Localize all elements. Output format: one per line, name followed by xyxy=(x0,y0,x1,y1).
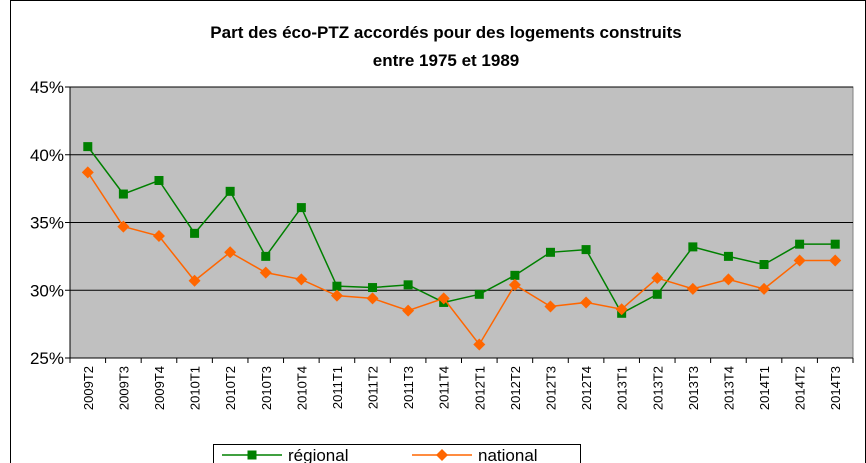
legend xyxy=(213,444,581,463)
x-tick-label: 2011T4 xyxy=(437,366,452,409)
x-tick-label: 2013T1 xyxy=(615,366,630,410)
y-tick-label: 35% xyxy=(30,214,64,233)
data-point xyxy=(154,175,164,185)
x-tick-label: 2009T2 xyxy=(81,366,96,410)
x-tick-label: 2013T2 xyxy=(650,366,665,410)
x-tick-label: 2014T3 xyxy=(828,366,843,410)
series-line xyxy=(87,171,836,346)
data-point xyxy=(296,203,306,213)
data-point xyxy=(474,289,484,299)
x-tick-label: 2009T3 xyxy=(116,366,131,410)
chart-title: entre 1975 et 1989 xyxy=(373,51,520,70)
y-tick-label: 25% xyxy=(30,349,64,368)
x-tick-label: 2009T4 xyxy=(152,366,167,410)
data-point xyxy=(190,228,200,238)
y-tick-label: 40% xyxy=(30,146,64,165)
data-point xyxy=(473,338,486,351)
data-point xyxy=(829,254,842,267)
data-point xyxy=(152,230,165,243)
legend-marker xyxy=(247,450,257,460)
data-point xyxy=(688,242,698,252)
data-point xyxy=(508,278,521,291)
data-point xyxy=(830,239,840,249)
x-tick-label: 2014T2 xyxy=(793,366,808,410)
data-point xyxy=(580,296,593,309)
data-point xyxy=(545,247,555,257)
data-point xyxy=(117,220,130,233)
data-point xyxy=(615,303,628,316)
data-point xyxy=(403,280,413,290)
data-point xyxy=(510,270,520,280)
x-tick-label: 2014T1 xyxy=(757,366,772,410)
y-tick-label: 45% xyxy=(30,78,64,97)
data-point xyxy=(795,239,805,249)
series-line xyxy=(87,146,836,315)
x-tick-label: 2012T2 xyxy=(508,366,523,410)
data-point xyxy=(368,283,378,293)
y-tick-label: 30% xyxy=(30,281,64,300)
data-point xyxy=(259,266,272,279)
x-tick-label: 2010T4 xyxy=(294,366,309,410)
x-tick-label: 2012T3 xyxy=(543,366,558,410)
data-point xyxy=(81,166,94,179)
x-tick-label: 2012T1 xyxy=(472,366,487,410)
data-point xyxy=(758,282,771,295)
data-point xyxy=(793,254,806,267)
legend-marker xyxy=(436,449,448,461)
x-tick-label: 2011T3 xyxy=(401,366,416,409)
data-point xyxy=(722,273,735,286)
data-point xyxy=(723,251,733,261)
data-point xyxy=(544,300,557,313)
x-tick-label: 2011T2 xyxy=(366,366,381,409)
data-point xyxy=(686,282,699,295)
x-tick-label: 2010T1 xyxy=(188,366,203,410)
data-point xyxy=(261,251,271,261)
data-point xyxy=(225,186,235,196)
data-point xyxy=(402,304,415,317)
x-tick-label: 2013T3 xyxy=(686,366,701,410)
data-point xyxy=(651,272,664,285)
data-point xyxy=(295,273,308,286)
x-tick-label: 2010T2 xyxy=(223,366,238,410)
data-point xyxy=(581,245,591,255)
x-tick-label: 2010T3 xyxy=(259,366,274,410)
data-point xyxy=(652,289,662,299)
data-point xyxy=(83,142,93,152)
data-point xyxy=(366,292,379,305)
legend-label: national xyxy=(478,446,538,463)
legend-label: régional xyxy=(288,446,349,463)
data-point xyxy=(332,281,342,291)
chart-title: Part des éco-PTZ accordés pour des logem… xyxy=(210,23,681,42)
data-point xyxy=(330,289,343,302)
data-point xyxy=(188,274,201,287)
data-point xyxy=(224,246,237,259)
x-tick-label: 2011T1 xyxy=(330,366,345,409)
data-point xyxy=(118,189,128,199)
data-point xyxy=(437,292,450,305)
data-point xyxy=(759,260,769,270)
x-tick-label: 2013T4 xyxy=(721,366,736,410)
x-tick-label: 2012T4 xyxy=(579,366,594,410)
